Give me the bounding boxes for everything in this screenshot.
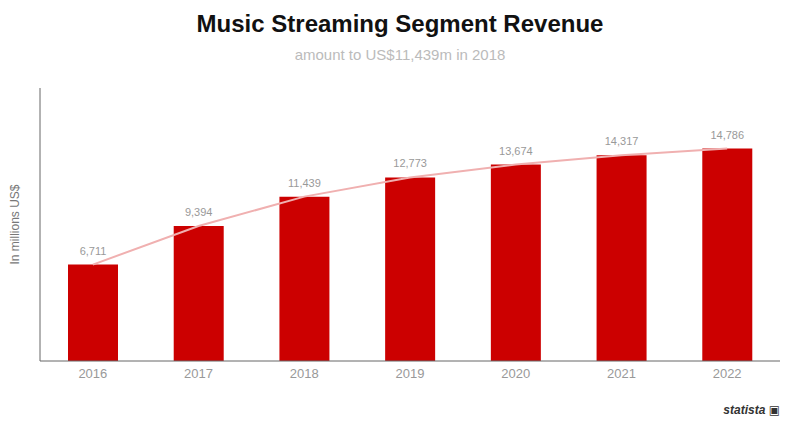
svg-text:11,439: 11,439 bbox=[288, 177, 321, 189]
html-text:Music Streaming Segment Revenu: Music Streaming Segment Revenue bbox=[196, 10, 604, 37]
svg-text:13,674: 13,674 bbox=[499, 145, 533, 157]
svg-text:2021: 2021 bbox=[607, 366, 636, 381]
html-text:statista ▣: statista ▣ bbox=[723, 403, 780, 417]
svg-text:In millions US$: In millions US$ bbox=[8, 184, 22, 264]
svg-text:2018: 2018 bbox=[290, 366, 319, 381]
svg-text:2016: 2016 bbox=[78, 366, 107, 381]
svg-text:2022: 2022 bbox=[713, 366, 742, 381]
svg-text:14,786: 14,786 bbox=[710, 129, 744, 141]
svg-text:14,317: 14,317 bbox=[605, 135, 639, 147]
svg-text:2019: 2019 bbox=[396, 366, 425, 381]
svg-text:9,394: 9,394 bbox=[185, 206, 213, 218]
svg-text:2017: 2017 bbox=[184, 366, 213, 381]
html-text:amount to US$11,439m in 2018: amount to US$11,439m in 2018 bbox=[294, 46, 506, 63]
svg-text:12,773: 12,773 bbox=[393, 157, 427, 169]
svg-text:2020: 2020 bbox=[501, 366, 530, 381]
svg-text:6,711: 6,711 bbox=[80, 245, 107, 257]
